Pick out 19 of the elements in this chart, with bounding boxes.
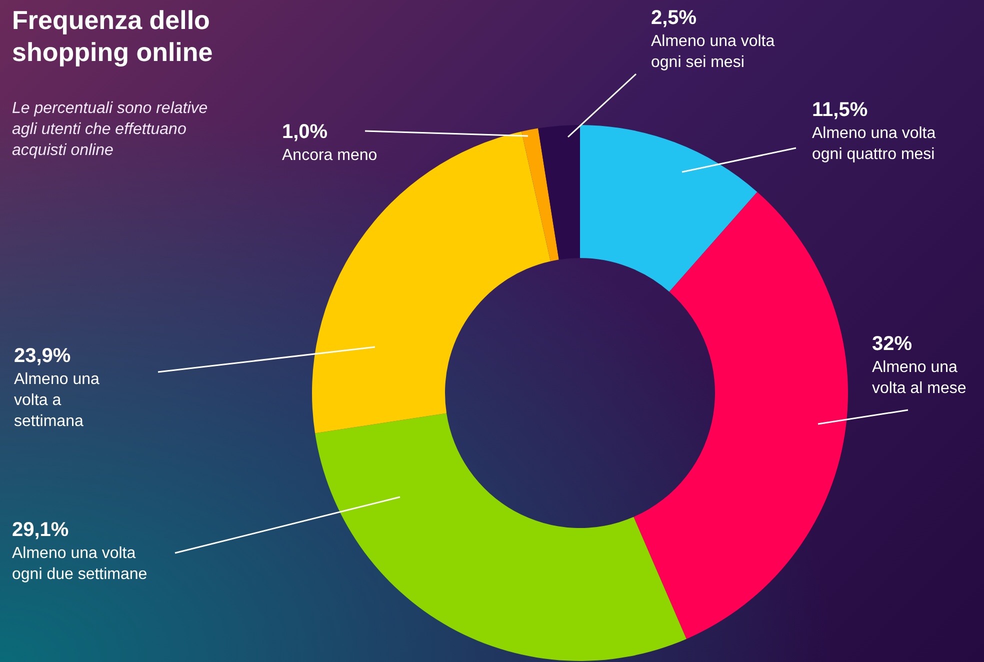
donut-slice xyxy=(634,192,848,639)
chart-title: Frequenza dello shopping online xyxy=(12,4,214,68)
slice-label: Almeno una volta ogni quattro mesi xyxy=(812,125,936,163)
slice-label: Almeno una volta ogni due settimane xyxy=(12,545,148,583)
data-label: 32% xyxy=(872,332,914,357)
data-label: 29,1% xyxy=(12,518,70,543)
data-label: 11,5% xyxy=(812,98,869,123)
text: Le percentuali sono relative agli utenti che effettuano acquisti online xyxy=(12,99,209,161)
donut-slice xyxy=(538,125,580,260)
slice-label: Almeno una volta a settimana xyxy=(14,371,100,430)
donut-slice xyxy=(522,128,559,262)
slice-label: Almeno una volta al mese xyxy=(872,359,966,397)
slice-label: Almeno una volta ogni sei mesi xyxy=(651,33,775,71)
data-label: 23,9% xyxy=(14,344,72,369)
donut-slice xyxy=(315,413,686,661)
slice-label: Ancora meno xyxy=(282,147,378,164)
data-label: 1,0% xyxy=(282,120,329,145)
donut-slice xyxy=(580,125,758,292)
data-label: 2,5% xyxy=(651,6,698,31)
